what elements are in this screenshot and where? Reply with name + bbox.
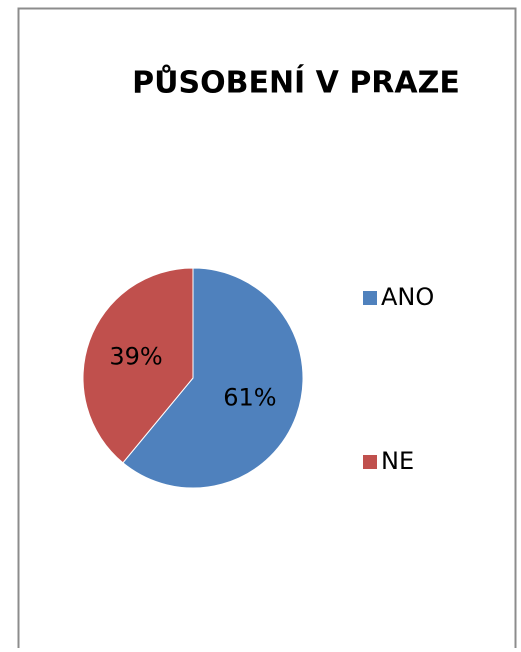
- chart-title: PŮSOBENÍ V PRAZE: [132, 64, 460, 101]
- legend-swatch: [363, 455, 377, 469]
- pie-slice: [122, 267, 304, 489]
- data-label: 39%: [109, 343, 162, 371]
- legend-swatch: [363, 291, 377, 305]
- pie-slice: [82, 267, 194, 464]
- legend-label: ANO: [381, 283, 434, 311]
- data-label: 61%: [223, 383, 276, 411]
- legend-label: NE: [381, 447, 414, 475]
